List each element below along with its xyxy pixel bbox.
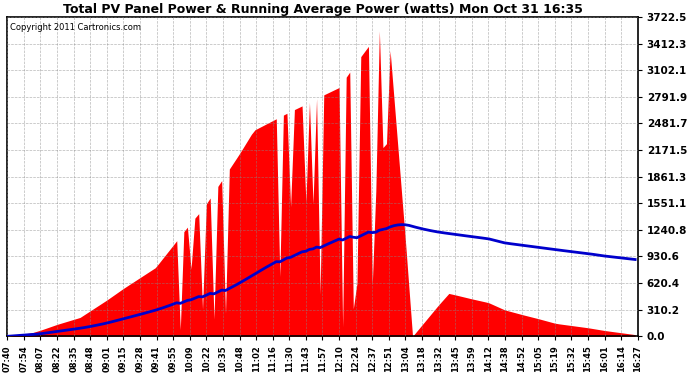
Text: Copyright 2011 Cartronics.com: Copyright 2011 Cartronics.com bbox=[10, 23, 141, 32]
Title: Total PV Panel Power & Running Average Power (watts) Mon Oct 31 16:35: Total PV Panel Power & Running Average P… bbox=[63, 3, 582, 16]
